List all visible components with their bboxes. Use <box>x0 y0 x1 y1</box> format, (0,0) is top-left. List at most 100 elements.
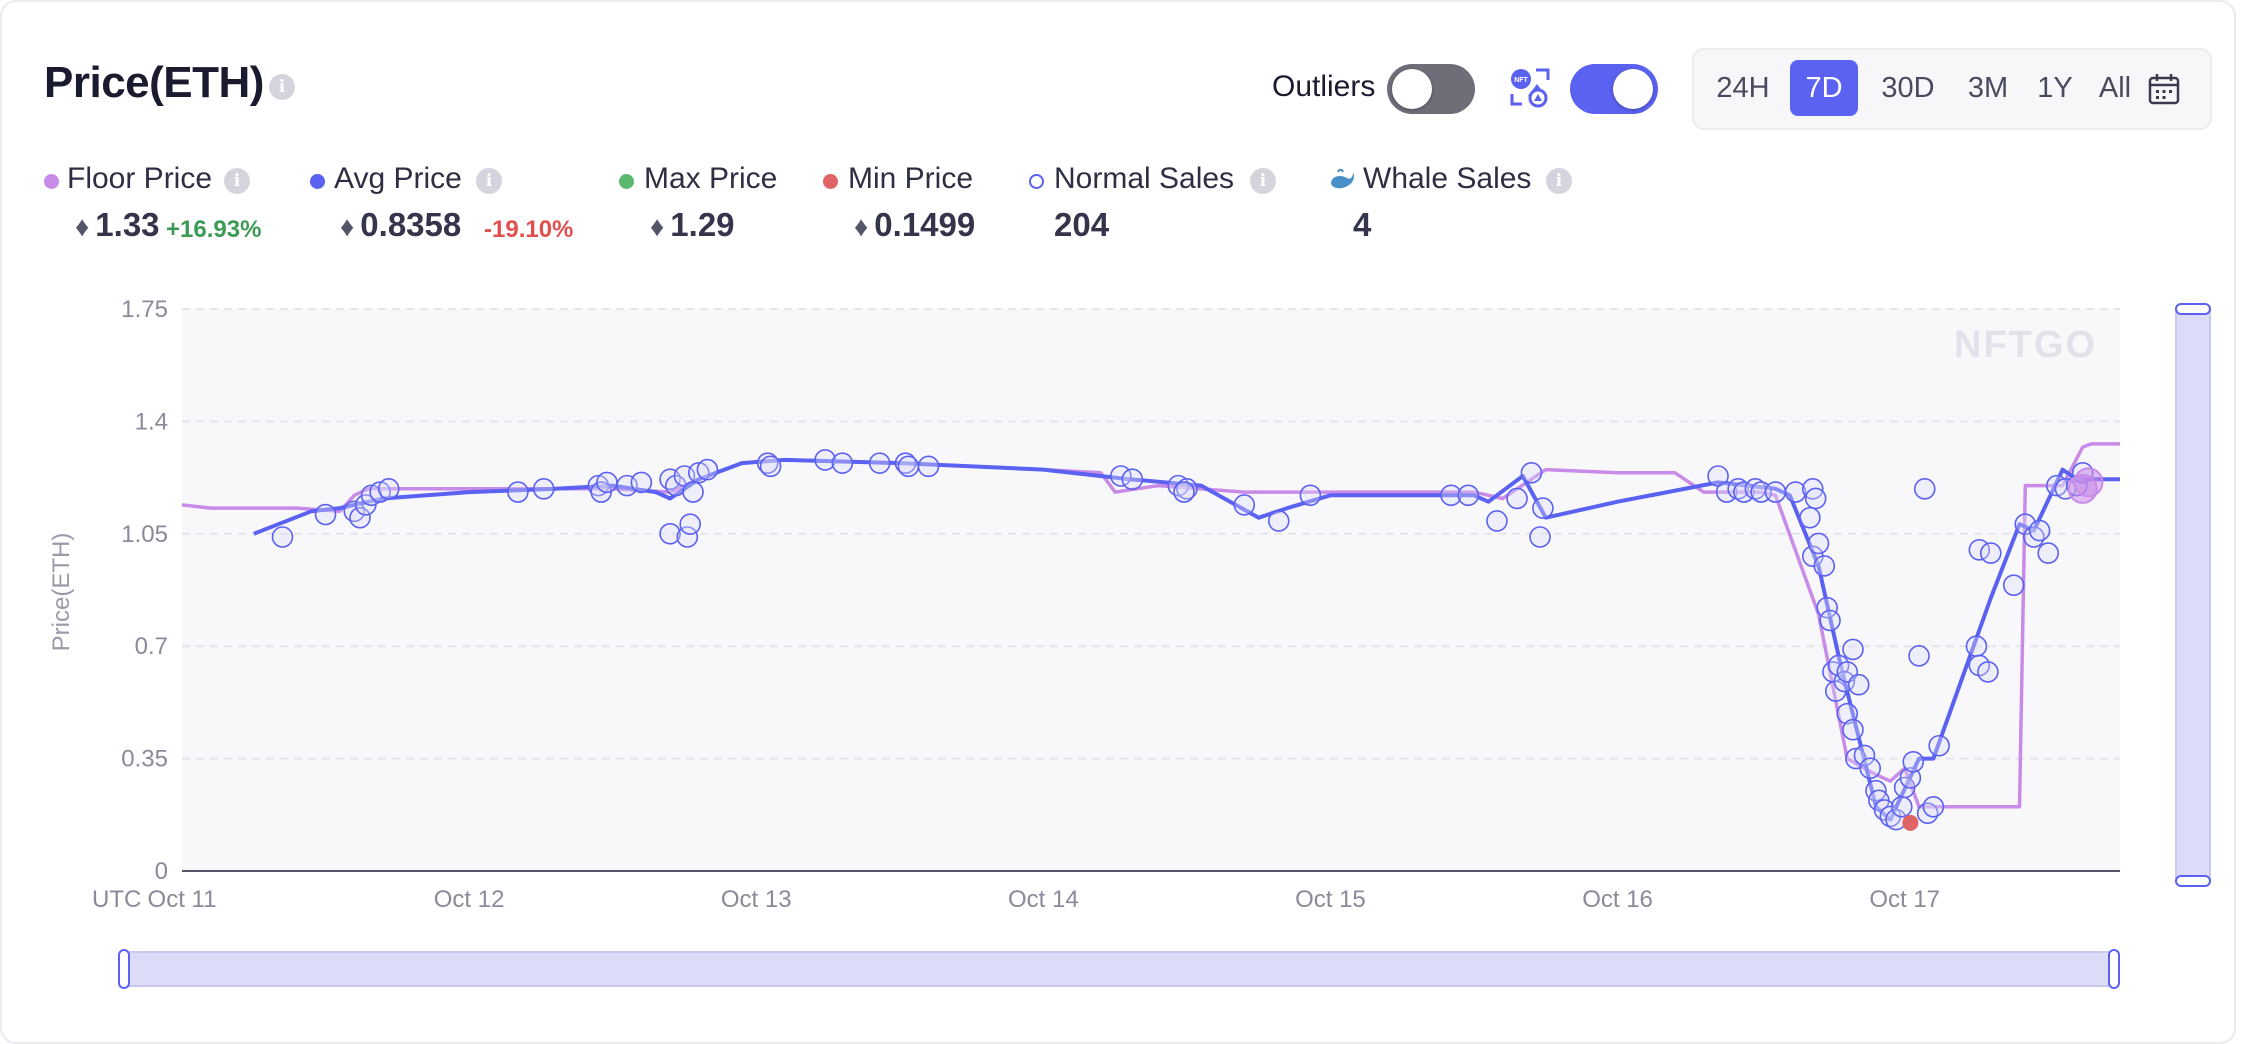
normal-sale-point <box>814 449 836 471</box>
normal-sale-point <box>1819 609 1841 632</box>
normal-sale-point <box>354 494 377 516</box>
whale-sales-label[interactable]: Whale Sales <box>1363 162 1532 195</box>
max-price-dot <box>619 174 634 189</box>
normal-sale-point <box>1899 767 1922 789</box>
normal-sale-point <box>1733 481 1755 503</box>
normal-sale-point <box>1707 465 1729 487</box>
normal-sale-point <box>1440 484 1462 507</box>
normal-sale-point <box>1824 680 1847 702</box>
normal-sale-point <box>1804 487 1827 510</box>
normal-sales-label[interactable]: Normal Sales <box>1054 162 1235 195</box>
nft-swap-icon[interactable]: NFT <box>1508 66 1552 110</box>
plot-background <box>182 309 2120 871</box>
normal-sale-point <box>1813 555 1836 577</box>
max-price-label[interactable]: Max Price <box>644 162 778 195</box>
normal-sale-point <box>897 455 920 478</box>
nft-toggle[interactable] <box>1570 64 1658 114</box>
normal-sale-point <box>676 526 699 548</box>
outliers-toggle[interactable] <box>1387 64 1475 114</box>
slider-handle-bottom <box>2175 875 2211 887</box>
normal-sale-point <box>1167 474 1190 497</box>
avg-price-label[interactable]: Avg Price <box>334 162 462 195</box>
avg-price-dot <box>310 174 325 189</box>
outliers-label: Outliers <box>1272 70 1376 103</box>
normal-sale-point <box>2037 542 2060 564</box>
y-tick-label: 1.05 <box>121 521 168 548</box>
min-price-number: 0.1499 <box>874 206 976 243</box>
normal-sale-point <box>1833 670 1856 693</box>
normal-sale-point <box>1784 481 1807 503</box>
range-1y-button[interactable]: 1Y <box>2037 72 2073 104</box>
normal-sale-point <box>2054 478 2077 500</box>
normal-sale-point <box>1822 661 1844 683</box>
normal-sale-point <box>679 513 701 535</box>
min-price-point <box>1902 814 1919 831</box>
ethereum-icon: ♦ <box>650 211 665 242</box>
normal-sale-point <box>1885 808 1907 831</box>
range-30d-button[interactable]: 30D <box>1881 72 1935 104</box>
floor-price-dot <box>44 174 59 189</box>
normal-sale-point <box>1176 478 1198 500</box>
normal-sale-point <box>1893 776 1916 799</box>
range-7d-button[interactable]: 7D <box>1790 60 1858 116</box>
info-icon[interactable]: i <box>224 168 250 194</box>
info-icon[interactable]: i <box>1546 168 1572 194</box>
normal-sale-point <box>1913 478 1936 500</box>
range-24h-button[interactable]: 24H <box>1716 72 1770 104</box>
normal-sale-point <box>756 452 779 474</box>
normal-sale-point <box>1968 654 1991 677</box>
y-tick-label: 0.7 <box>135 633 168 660</box>
info-icon[interactable]: i <box>1250 168 1276 194</box>
x-tick-label: Oct 13 <box>721 886 792 913</box>
normal-sale-point <box>1121 468 1144 491</box>
normal-sale-point <box>1980 542 2002 564</box>
normal-sale-point <box>630 471 653 494</box>
normal-sale-point <box>532 478 555 500</box>
range-3m-button[interactable]: 3M <box>1967 72 2009 104</box>
avg-price-number: 0.8358 <box>360 206 462 243</box>
min-price-label[interactable]: Min Price <box>848 162 974 195</box>
min-price-dot <box>823 174 838 189</box>
normal-sale-point <box>1520 461 1543 484</box>
normal-sales-value: 204 <box>1054 206 1110 243</box>
normal-sale-point <box>682 481 704 503</box>
whale-sales-value: 4 <box>1353 206 1372 243</box>
normal-sale-point <box>1853 744 1876 767</box>
normal-sale-point <box>673 465 696 487</box>
normal-sale-point <box>894 452 917 474</box>
normal-sale-point <box>616 474 638 497</box>
vertical-range-slider <box>2175 307 2211 881</box>
toggle-knob <box>1613 69 1653 109</box>
normal-sale-point <box>507 481 529 503</box>
horizontal-range-slider <box>123 951 2115 987</box>
avg-price-line <box>253 457 2120 822</box>
normal-sale-point <box>1977 661 1999 683</box>
toggle-knob <box>1392 69 1432 109</box>
y-tick-label: 1.4 <box>135 408 168 435</box>
slider-handle-top <box>2175 303 2211 315</box>
normal-sale-point <box>2023 526 2045 548</box>
normal-sale-point <box>1110 465 1132 487</box>
normal-sale-point <box>1807 532 1830 555</box>
info-icon[interactable]: i <box>476 168 502 194</box>
x-tick-label: Oct 16 <box>1582 886 1653 913</box>
x-tick-label: Oct 15 <box>1295 886 1366 913</box>
normal-sale-point <box>687 461 710 484</box>
svg-text:NFT: NFT <box>1514 77 1528 84</box>
normal-sale-point <box>590 481 612 503</box>
info-icon[interactable]: i <box>269 74 295 100</box>
range-all-button[interactable]: All <box>2098 72 2132 104</box>
normal-sale-point <box>2014 513 2037 535</box>
calendar-icon[interactable] <box>2147 72 2181 106</box>
normal-sale-point <box>377 478 400 500</box>
whale-sale-point <box>2067 473 2098 504</box>
slider-handle-left <box>118 949 130 989</box>
watermark: NFTGO <box>1954 324 2097 366</box>
normal-sale-point <box>1842 718 1864 741</box>
max-price-number: 1.29 <box>670 206 735 243</box>
normal-sale-point <box>1727 478 1749 500</box>
floor-price-label[interactable]: Floor Price <box>67 162 213 195</box>
normal-sale-point <box>1299 484 1322 507</box>
